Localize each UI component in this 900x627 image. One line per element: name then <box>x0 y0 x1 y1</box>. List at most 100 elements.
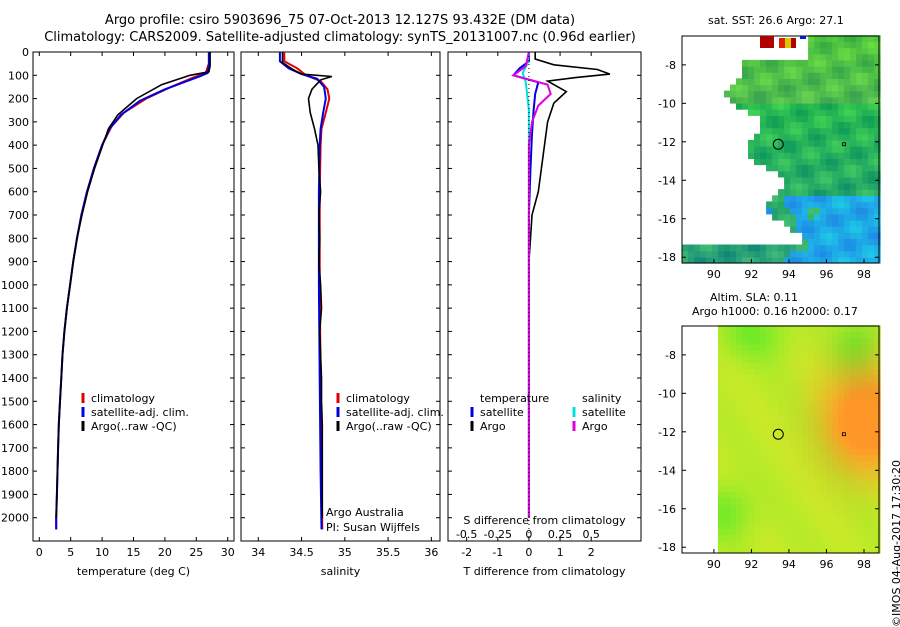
stick-label: 0.5 <box>582 528 600 541</box>
ytick-label: 1900 <box>1 488 29 501</box>
map-ytick-label: -10 <box>658 387 676 400</box>
ytick-label: 1200 <box>1 325 29 338</box>
ytick-label: 200 <box>8 93 29 106</box>
ytick-label: 500 <box>8 162 29 175</box>
map-ytick-label: -8 <box>665 59 676 72</box>
temperature-profile-xlabel: temperature (deg C) <box>77 565 190 578</box>
sla-label-2: Argo h1000: 0.16 h2000: 0.17 <box>692 305 858 318</box>
ytick-label: 900 <box>8 256 29 269</box>
map-ytick-label: -16 <box>658 503 676 516</box>
xtick-label: 5 <box>67 546 74 559</box>
sst-map-frame <box>681 35 880 264</box>
legend-sal-sat: satellite <box>582 406 626 419</box>
xtick-label: 34 <box>251 546 265 559</box>
map-xtick-label: 94 <box>782 268 796 281</box>
legend-label: satellite-adj. clim. <box>91 406 189 419</box>
ytick-label: 1500 <box>1 395 29 408</box>
ytick-label: 700 <box>8 209 29 222</box>
map-ytick-label: -18 <box>658 251 676 264</box>
map-ytick-label: -10 <box>658 97 676 110</box>
sst-warm-patch <box>791 38 796 48</box>
xtick-label: 0 <box>525 546 532 559</box>
xtick-label: -1 <box>492 546 503 559</box>
sst-warm-patch <box>779 38 785 48</box>
series-argo-raw-qc- <box>55 52 211 518</box>
xtick-label: 1 <box>557 546 564 559</box>
stick-label: -0.5 <box>456 528 477 541</box>
sla-label-1: Altim. SLA: 0.11 <box>710 291 799 304</box>
map-xtick-label: 92 <box>744 558 758 571</box>
map-ytick-label: -18 <box>658 541 676 554</box>
map-xtick-label: 90 <box>707 268 721 281</box>
series-climatology <box>55 52 210 530</box>
difference-xlabel2: S difference from climatology <box>463 514 626 527</box>
sst-warm-patch <box>760 36 774 48</box>
series-temperature-satellite <box>511 52 540 518</box>
ytick-label: 600 <box>8 186 29 199</box>
title-line-1: Argo profile: csiro 5903696_75 07-Oct-20… <box>104 13 576 28</box>
map-xtick-label: 90 <box>707 558 721 571</box>
map-xtick-label: 94 <box>782 558 796 571</box>
temperature-profile-frame <box>32 51 235 542</box>
ytick-label: 1300 <box>1 349 29 362</box>
legend-sal-title: salinity <box>582 392 622 405</box>
ytick-label: 100 <box>8 69 29 82</box>
note-pi: PI: Susan Wijffels <box>326 521 420 534</box>
xtick-label: 20 <box>158 546 172 559</box>
xtick-label: 35 <box>338 546 352 559</box>
ytick-label: 1600 <box>1 419 29 432</box>
xtick-label: 36 <box>424 546 438 559</box>
xtick-label: 15 <box>127 546 141 559</box>
xtick-label: 35.5 <box>376 546 401 559</box>
salinity-profile-frame <box>240 51 441 542</box>
ytick-label: 300 <box>8 116 29 129</box>
map-ytick-label: -12 <box>658 426 676 439</box>
ytick-label: 1700 <box>1 442 29 455</box>
ytick-label: 1800 <box>1 465 29 478</box>
difference-profile-xlabel: T difference from climatology <box>463 565 626 578</box>
series-satellite-adj-clim- <box>278 52 327 530</box>
map-ytick-label: -16 <box>658 213 676 226</box>
sla-map-frame <box>681 325 880 554</box>
legend-temp-title: temperature <box>480 392 549 405</box>
stick-label: 0.25 <box>548 528 573 541</box>
xtick-label: -2 <box>461 546 472 559</box>
legend-label: Argo(..raw -QC) <box>346 420 432 433</box>
stick-label: -0.25 <box>484 528 512 541</box>
map-xtick-label: 92 <box>744 268 758 281</box>
figure: 0100200300400500600700800900100011001200… <box>1 35 881 578</box>
series-argo-raw-qc- <box>281 52 333 518</box>
difference-profile-frame <box>447 51 642 542</box>
xtick-label: 30 <box>221 546 235 559</box>
sst-map-cells <box>682 35 881 264</box>
sst-label: sat. SST: 26.6 Argo: 27.1 <box>708 14 844 27</box>
legend-temp-sat: satellite <box>480 406 524 419</box>
ytick-label: 1400 <box>1 372 29 385</box>
ytick-label: 1000 <box>1 279 29 292</box>
ytick-label: 400 <box>8 139 29 152</box>
map-xtick-label: 96 <box>819 558 833 571</box>
xtick-label: 2 <box>588 546 595 559</box>
salinity-profile-xlabel: salinity <box>321 565 361 578</box>
profile-location-marker <box>772 138 784 150</box>
legend-label: climatology <box>346 392 410 405</box>
profile-location-marker <box>772 428 784 440</box>
title-line-2: Climatology: CARS2009. Satellite-adjuste… <box>44 30 636 45</box>
xtick-label: 0 <box>36 546 43 559</box>
ytick-label: 800 <box>8 232 29 245</box>
legend-temp-argo: Argo <box>480 420 506 433</box>
sst-cold-patch <box>800 36 806 39</box>
map-xtick-label: 96 <box>819 268 833 281</box>
legend-label: Argo(..raw -QC) <box>91 420 177 433</box>
xtick-label: 25 <box>189 546 203 559</box>
xtick-label: 34.5 <box>289 546 314 559</box>
note-argo-australia: Argo Australia <box>326 506 404 519</box>
secondary-marker <box>841 142 846 147</box>
sla-map-cells <box>718 325 881 554</box>
legend-sal-argo: Argo <box>582 420 608 433</box>
series-salinity-argo <box>511 51 552 518</box>
series-temperature-argo <box>528 52 611 518</box>
stick-label: 0 <box>525 528 532 541</box>
sst-warm-patch <box>785 38 791 48</box>
ytick-label: 2000 <box>1 512 29 525</box>
